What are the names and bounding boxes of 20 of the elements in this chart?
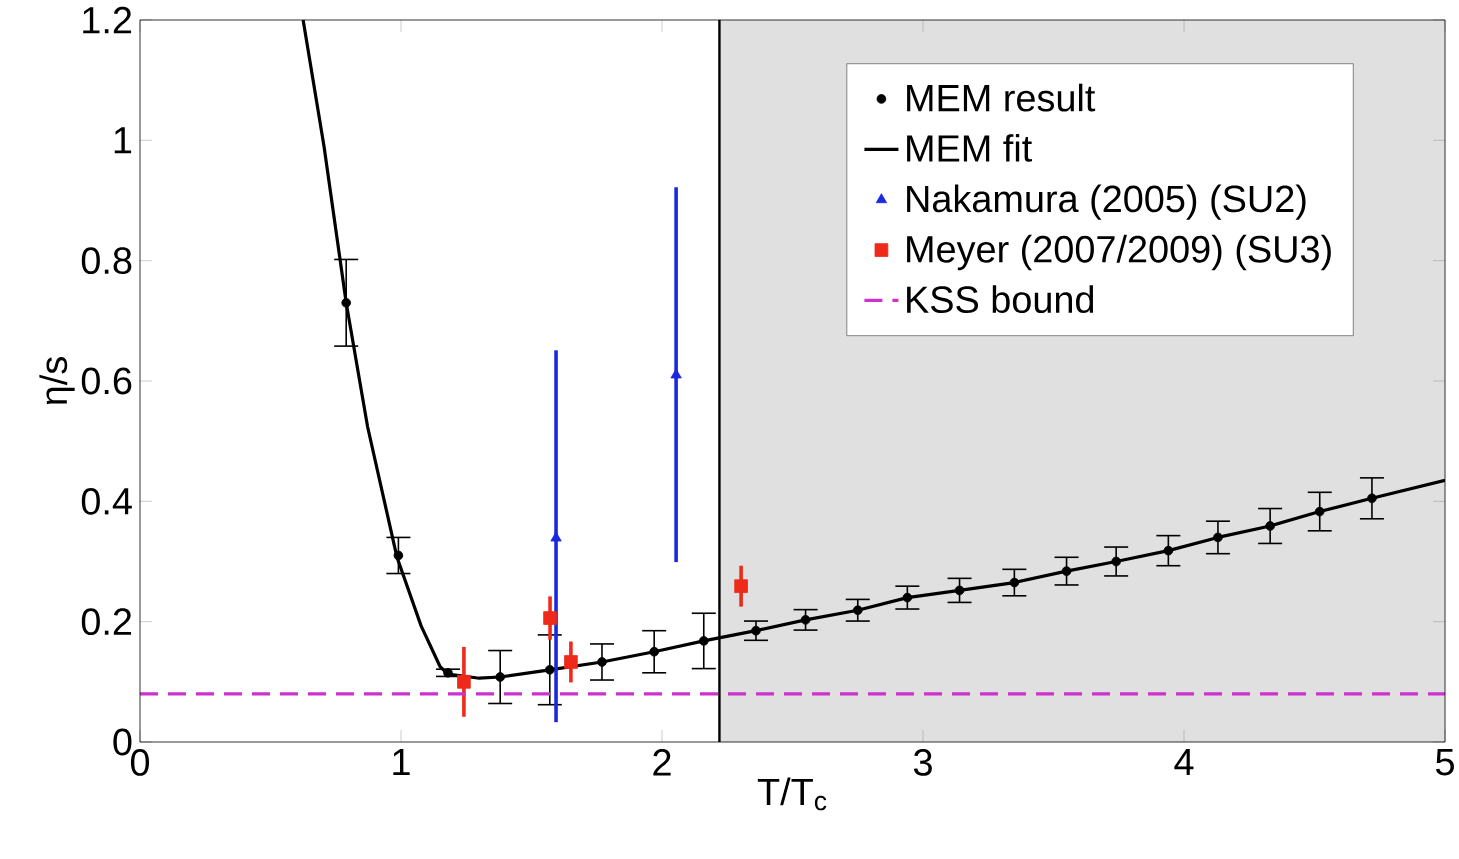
x-tick-label: 4 [1174, 749, 1194, 776]
legend-label: Meyer (2007/2009) (SU3) [907, 234, 1331, 271]
y-tick-label: 0.8 [81, 247, 132, 275]
y-tick-label: 1 [114, 127, 132, 154]
x-tick-label: 1 [393, 749, 410, 776]
legend-label: MEM result [907, 83, 1096, 112]
x-tick-label: 3 [913, 749, 932, 776]
legend-label: Nakamura (2005) (SU2) [907, 184, 1306, 220]
x-tick-label: 2 [653, 749, 671, 776]
legend-label: MEM fit [907, 134, 1032, 162]
x-tick-label: 0 [130, 749, 150, 776]
y-tick-label: 1.2 [83, 6, 132, 34]
x-axis-title: T/T$_{c}$ [757, 777, 827, 811]
y-tick-label: 0.2 [81, 608, 132, 636]
y-tick-label: 0 [113, 728, 132, 756]
y-tick-label: 0.6 [81, 367, 132, 395]
x-tick-label: 5 [1435, 749, 1454, 776]
y-tick-label: 0.4 [81, 487, 132, 515]
legend-label: KSS bound [907, 285, 1094, 314]
y-axis-title: η/s [39, 357, 75, 405]
